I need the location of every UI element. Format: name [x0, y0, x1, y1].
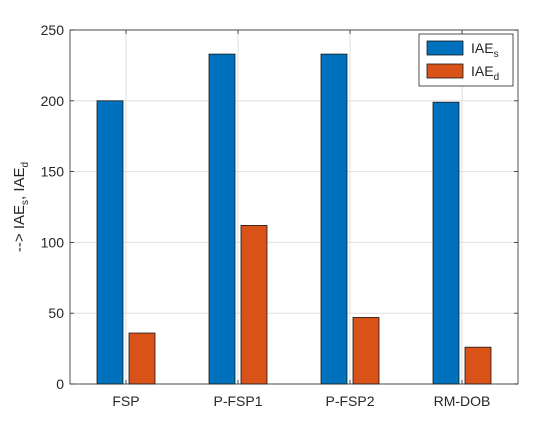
x-axis-ticks: FSP P-FSP1 P-FSP2 RM-DOB — [112, 30, 490, 409]
bar-iae-d-rm-dob — [464, 346, 492, 385]
plot-frame — [69, 29, 519, 385]
legend-entry-iae-s: IAEs — [471, 40, 499, 60]
y-axis-ticks: 0 50 100 150 200 250 — [41, 22, 518, 392]
bar-iae-d-p-fsp2 — [352, 317, 380, 385]
bars — [96, 53, 492, 385]
x-tick-label: FSP — [112, 393, 139, 409]
x-tick-label: P-FSP1 — [213, 393, 262, 409]
y-axis-label-text: --> IAE — [11, 205, 28, 252]
x-tick-label: RM-DOB — [434, 393, 491, 409]
y-tick-label: 0 — [56, 376, 64, 392]
legend-entry-iae-d: IAEd — [471, 63, 499, 83]
y-tick-label: 250 — [41, 22, 65, 38]
y-tick-label: 150 — [41, 164, 65, 180]
bar-iae-d-p-fsp1 — [240, 225, 268, 385]
bar-iae-s-fsp — [96, 100, 124, 385]
legend-entry-text: IAE — [471, 63, 494, 79]
legend-entry-subscript: s — [494, 49, 499, 60]
y-tick-label: 50 — [48, 305, 64, 321]
legend-swatch — [426, 40, 464, 56]
y-axis-label: --> IAEs, IAEd — [11, 162, 31, 252]
y-tick-label: 200 — [41, 93, 65, 109]
legend-swatch — [426, 63, 464, 79]
y-tick-label: 100 — [41, 234, 65, 250]
x-tick-label: P-FSP2 — [325, 393, 374, 409]
y-axis-label-subscript: d — [20, 162, 31, 168]
legend-entry-subscript: d — [494, 72, 500, 83]
legend-entry-text: IAE — [471, 40, 494, 56]
bar-iae-s-p-fsp2 — [320, 53, 348, 385]
bar-iae-d-fsp — [128, 332, 156, 385]
y-axis-label-text: , IAE — [11, 167, 28, 200]
y-axis-label-subscript: s — [20, 200, 31, 205]
bar-iae-s-rm-dob — [432, 101, 460, 385]
bar-iae-s-p-fsp1 — [208, 53, 236, 385]
